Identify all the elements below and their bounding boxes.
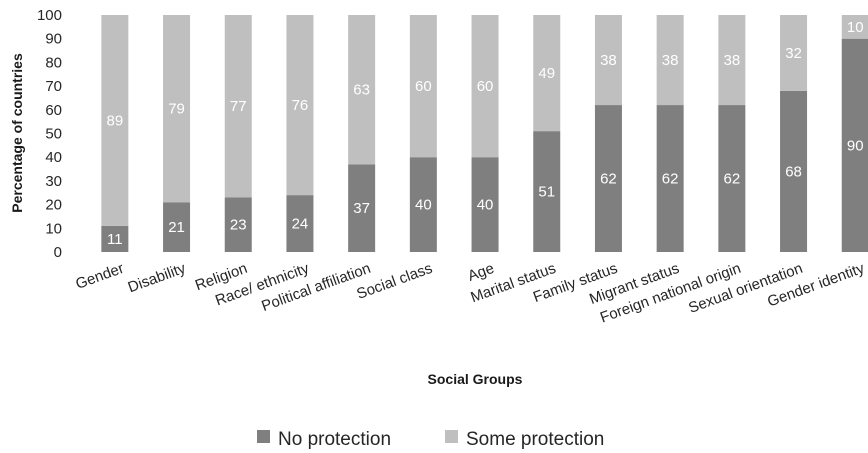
bar-no-protection-sexual-orientation (780, 90, 808, 252)
y-tick-label: 20 (45, 197, 62, 214)
bar-some-protection-family-status (594, 15, 622, 106)
legend: No protection Some protection (257, 429, 604, 450)
bar-some-protection-political-affiliation (348, 15, 376, 165)
bar-some-protection-race-ethnicity (286, 15, 314, 196)
y-tick-label: 0 (54, 244, 62, 261)
data-label-no-protection: 37 (353, 200, 370, 217)
y-axis-ticks: 0 10 20 30 40 50 60 70 80 90 100 (37, 7, 62, 261)
data-label-some-protection: 77 (230, 98, 247, 115)
data-label-no-protection: 40 (415, 197, 432, 214)
y-tick-label: 70 (45, 78, 62, 95)
y-tick-label: 10 (45, 220, 62, 237)
bar-some-protection-gender (101, 15, 129, 226)
bar-no-protection-race-ethnicity (286, 195, 314, 252)
bar-no-protection-gender (101, 225, 129, 252)
bar-no-protection-gender-identity (841, 38, 868, 253)
data-label-no-protection: 40 (477, 197, 494, 214)
data-label-no-protection: 21 (168, 219, 185, 236)
bar-some-protection-disability (163, 15, 191, 203)
data-label-no-protection: 68 (785, 163, 802, 180)
bar-no-protection-religion (224, 197, 252, 252)
y-tick-label: 30 (45, 173, 62, 190)
y-tick-label: 80 (45, 54, 62, 71)
x-category-label: Gender (73, 260, 126, 293)
y-tick-label: 90 (45, 31, 62, 48)
data-label-no-protection: 62 (600, 171, 617, 188)
y-tick-label: 100 (37, 7, 62, 24)
bar-no-protection-political-affiliation (348, 164, 376, 252)
x-category-label: Disability (126, 260, 189, 297)
bar-some-protection-age (471, 15, 499, 158)
data-label-no-protection: 23 (230, 217, 247, 234)
bars (101, 15, 868, 253)
data-label-no-protection: 51 (538, 184, 555, 201)
bar-no-protection-family-status (594, 105, 622, 252)
data-label-some-protection: 60 (415, 78, 432, 95)
bar-no-protection-disability (163, 202, 191, 252)
x-axis-title: Social Groups (428, 371, 523, 387)
bar-no-protection-age (471, 157, 499, 252)
y-tick-label: 60 (45, 102, 62, 119)
y-tick-label: 40 (45, 149, 62, 166)
legend-swatch-some-protection (445, 430, 458, 443)
data-labels: 11 89 21 79 23 77 24 76 37 63 40 60 40 60 51 49 62 38 62 38… (107, 19, 864, 248)
data-label-no-protection: 62 (662, 171, 679, 188)
data-label-some-protection: 38 (724, 52, 741, 69)
data-label-some-protection: 63 (353, 82, 370, 99)
data-label-some-protection: 60 (477, 78, 494, 95)
bar-no-protection-migrant-status (656, 105, 684, 252)
data-label-no-protection: 24 (292, 216, 309, 233)
data-label-some-protection: 38 (662, 52, 679, 69)
data-label-some-protection: 38 (600, 52, 617, 69)
data-label-some-protection: 10 (847, 19, 864, 36)
y-tick-label: 50 (45, 126, 62, 143)
bar-no-protection-marital-status (533, 131, 561, 252)
legend-label-some-protection: Some protection (466, 429, 604, 450)
bar-some-protection-sexual-orientation (780, 15, 808, 91)
y-axis-title: Percentage of countries (9, 53, 25, 213)
data-label-some-protection: 76 (292, 97, 309, 114)
data-label-no-protection: 11 (107, 231, 123, 248)
data-label-no-protection: 62 (724, 171, 741, 188)
bar-some-protection-social-class (409, 15, 437, 158)
bar-some-protection-gender-identity (841, 15, 868, 39)
legend-swatch-no-protection (257, 430, 270, 443)
bar-some-protection-foreign-national-origin (718, 15, 746, 106)
bar-no-protection-social-class (409, 157, 437, 252)
data-label-some-protection: 49 (538, 65, 555, 82)
legend-label-no-protection: No protection (278, 429, 391, 450)
data-label-some-protection: 89 (107, 112, 124, 129)
data-label-no-protection: 90 (847, 137, 864, 154)
bar-some-protection-religion (224, 15, 252, 198)
bar-some-protection-migrant-status (656, 15, 684, 106)
data-label-some-protection: 79 (168, 101, 185, 118)
bar-no-protection-foreign-national-origin (718, 105, 746, 252)
data-label-some-protection: 32 (785, 45, 802, 62)
bar-some-protection-marital-status (533, 15, 561, 132)
